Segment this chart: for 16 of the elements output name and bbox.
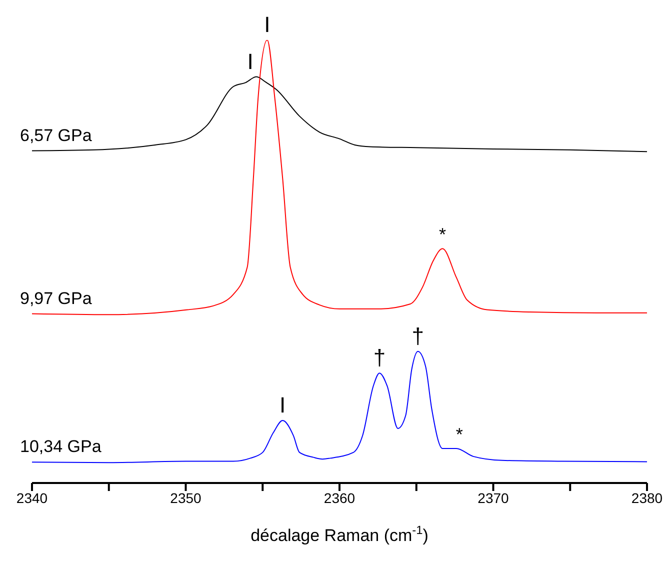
annotation: † [412,323,424,348]
annotation: † [373,345,386,370]
series-label: 10,34 GPa [20,437,102,456]
annotation: I [247,48,254,74]
x-tick-label: 2340 [16,490,48,506]
annotation: * [456,424,463,444]
x-tick-label: 2380 [631,490,663,506]
annotation: I [264,12,270,37]
series-label: 6,57 GPa [20,126,92,145]
series-label: 9,97 GPa [20,288,92,308]
x-axis-title: décalage Raman (cm$^{-1}$) [250,523,428,545]
annotation: * [439,224,446,245]
x-tick-label: 2360 [324,490,356,506]
annotation: I [280,392,286,418]
x-tick-label: 2350 [170,490,202,506]
x-tick-label: 2370 [478,490,510,506]
